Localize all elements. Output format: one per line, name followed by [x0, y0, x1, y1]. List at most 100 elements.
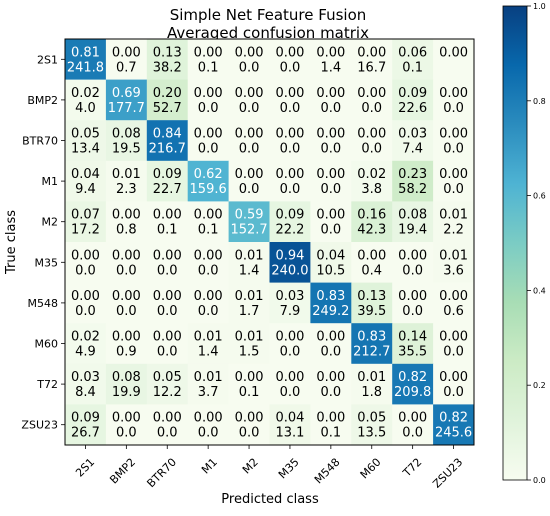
heatmap-cell [433, 404, 475, 446]
heatmap-cell [146, 323, 189, 365]
heatmap-cell [65, 201, 107, 243]
heatmap-cell [146, 39, 189, 80]
x-tick-label: M60 [358, 456, 384, 482]
cell-count-label: 0.0 [157, 263, 178, 278]
cell-count-label: 13.1 [275, 426, 304, 441]
cell-count-label: 0.9 [116, 345, 137, 360]
cell-count-label: 0.0 [198, 101, 219, 116]
heatmap-cell [351, 323, 393, 365]
cell-proportion-label: 0.00 [316, 86, 345, 101]
cell-proportion-label: 0.03 [275, 289, 304, 304]
heatmap-cell [105, 39, 148, 80]
cell-proportion-label: 0.08 [398, 208, 427, 223]
heatmap-cell [269, 201, 311, 243]
cell-count-label: 4.0 [75, 101, 96, 116]
cell-proportion-label: 0.04 [275, 411, 304, 426]
cell-proportion-label: 0.00 [112, 45, 141, 60]
cell-count-label: 22.7 [153, 182, 182, 197]
cell-count-label: 1.4 [198, 345, 219, 360]
y-tick-label: M1 [42, 175, 59, 188]
heatmap-cell [269, 79, 311, 121]
heatmap-cell [228, 120, 270, 162]
cell-count-label: 0.0 [443, 101, 464, 116]
y-tick-label: M60 [35, 338, 59, 351]
heatmap-cell [65, 160, 107, 202]
cell-proportion-label: 0.94 [275, 248, 304, 263]
cell-count-label: 0.0 [198, 142, 219, 157]
cell-count-label: 0.0 [321, 223, 342, 238]
cell-proportion-label: 0.00 [316, 208, 345, 223]
cell-proportion-label: 0.82 [439, 411, 468, 426]
cell-proportion-label: 0.06 [398, 45, 427, 60]
cell-proportion-label: 0.00 [194, 289, 223, 304]
cell-count-label: 0.0 [321, 385, 342, 400]
cell-count-label: 3.8 [361, 182, 382, 197]
cell-proportion-label: 0.59 [235, 208, 264, 223]
cell-proportion-label: 0.00 [316, 127, 345, 142]
cell-count-label: 16.7 [357, 60, 386, 75]
cell-count-label: 159.6 [190, 182, 227, 197]
cell-count-label: 19.9 [112, 385, 141, 400]
cell-proportion-label: 0.00 [439, 45, 468, 60]
cell-proportion-label: 0.02 [71, 86, 100, 101]
heatmap-cell [65, 79, 107, 121]
x-tick-label: BTR70 [144, 456, 179, 491]
cell-proportion-label: 0.16 [357, 208, 386, 223]
cell-proportion-label: 0.00 [153, 208, 182, 223]
cell-count-label: 0.0 [157, 304, 178, 319]
y-tick-label: BTR70 [22, 135, 58, 148]
heatmap-cell [351, 39, 393, 80]
cell-proportion-label: 0.00 [71, 248, 100, 263]
cell-count-label: 17.2 [71, 223, 100, 238]
heatmap-cell [105, 282, 148, 324]
colorbar-tick-label: 0.0 [533, 476, 546, 485]
heatmap-cell [433, 363, 475, 405]
cell-proportion-label: 0.00 [235, 127, 264, 142]
heatmap-cell [269, 242, 311, 283]
heatmap-cell [146, 404, 189, 446]
cell-count-label: 0.0 [280, 101, 301, 116]
cell-proportion-label: 0.00 [194, 127, 223, 142]
cell-count-label: 0.0 [280, 345, 301, 360]
cell-count-label: 4.9 [75, 345, 96, 360]
heatmap-cell [433, 39, 475, 80]
cell-proportion-label: 0.00 [357, 248, 386, 263]
cell-count-label: 0.0 [443, 142, 464, 157]
heatmap-cell [351, 282, 393, 324]
cell-proportion-label: 0.81 [71, 45, 100, 60]
cell-count-label: 177.7 [108, 101, 145, 116]
heatmap-cell [65, 404, 107, 446]
heatmap-cell [228, 282, 270, 324]
cell-proportion-label: 0.05 [71, 127, 100, 142]
cell-count-label: 0.7 [116, 60, 137, 75]
heatmap-cell [310, 39, 352, 80]
heatmap-cell [105, 404, 148, 446]
colorbar [502, 5, 528, 481]
cell-proportion-label: 0.02 [71, 330, 100, 345]
cell-count-label: 7.4 [402, 142, 423, 157]
heatmap-cell [392, 79, 434, 121]
cell-proportion-label: 0.00 [275, 45, 304, 60]
cell-proportion-label: 0.13 [153, 45, 182, 60]
cell-proportion-label: 0.04 [316, 248, 345, 263]
heatmap-cell [433, 201, 475, 243]
cell-proportion-label: 0.00 [153, 289, 182, 304]
cell-count-label: 0.0 [239, 60, 260, 75]
heatmap-cell [187, 160, 229, 202]
cell-count-label: 42.3 [357, 223, 386, 238]
cell-proportion-label: 0.00 [316, 411, 345, 426]
cell-proportion-label: 0.01 [357, 370, 386, 385]
heatmap-cell [228, 160, 270, 202]
y-axis-label: True class [4, 210, 19, 275]
heatmap-cell [105, 323, 148, 365]
cell-proportion-label: 0.00 [112, 289, 141, 304]
heatmap-cell [187, 39, 229, 80]
cell-count-label: 0.0 [239, 142, 260, 157]
heatmap-cell [187, 404, 229, 446]
cell-proportion-label: 0.00 [275, 127, 304, 142]
cell-proportion-label: 0.09 [275, 208, 304, 223]
cell-count-label: 0.0 [443, 345, 464, 360]
cell-proportion-label: 0.00 [235, 370, 264, 385]
cell-count-label: 35.5 [398, 345, 427, 360]
heatmap-cell [65, 363, 107, 405]
